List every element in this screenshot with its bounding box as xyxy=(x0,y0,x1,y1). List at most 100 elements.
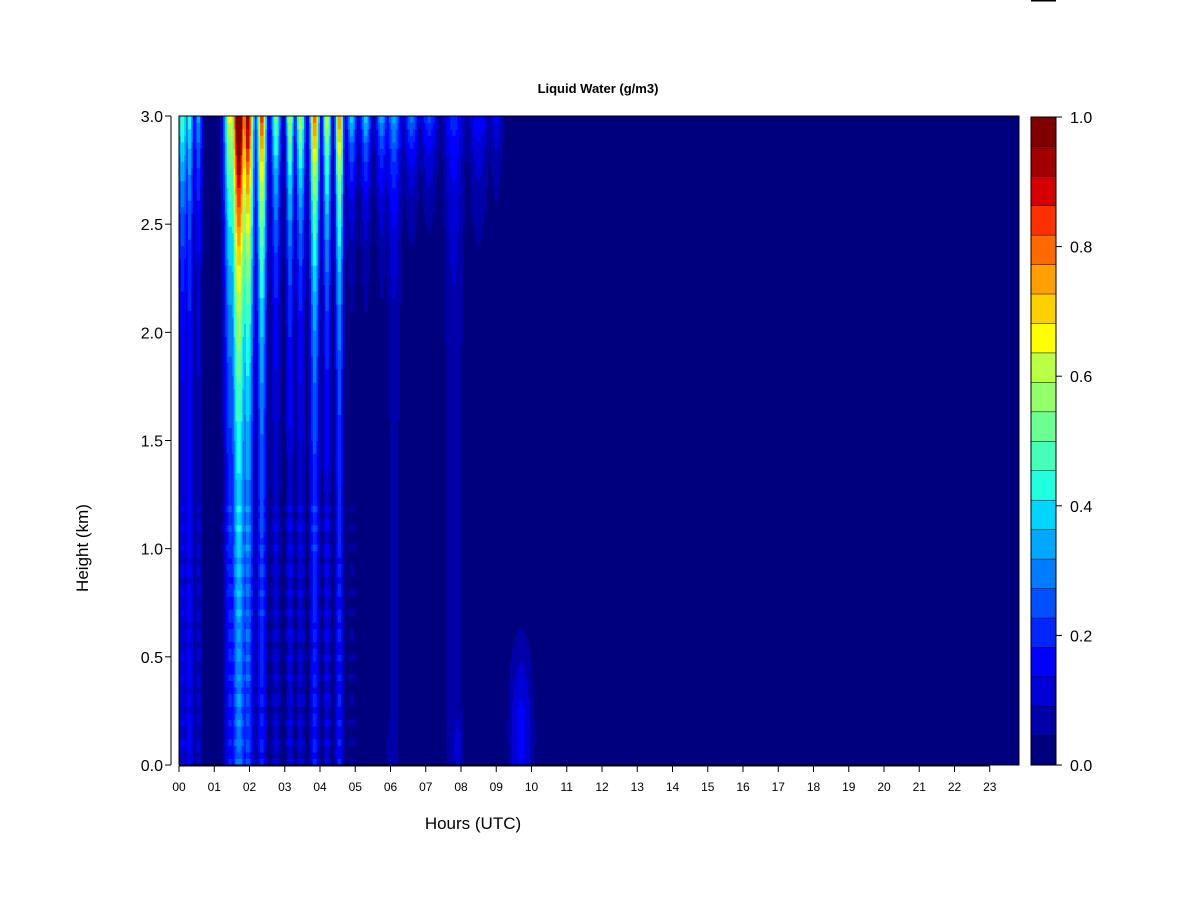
heatmap-cell xyxy=(245,596,249,604)
heatmap-cell xyxy=(247,615,250,623)
heatmap-cell xyxy=(226,583,229,591)
heatmap-cell xyxy=(270,745,273,753)
heatmap-cell xyxy=(281,148,284,156)
heatmap-cell xyxy=(186,654,189,662)
heatmap-cell xyxy=(274,388,277,396)
heatmap-cell xyxy=(275,589,279,597)
heatmap-cell xyxy=(249,122,252,130)
heatmap-cell xyxy=(189,265,192,273)
heatmap-cell xyxy=(226,174,229,182)
heatmap-cell xyxy=(251,531,254,539)
heatmap-cell xyxy=(223,602,226,610)
heatmap-cell xyxy=(238,421,242,428)
heatmap-cell xyxy=(261,434,264,441)
heatmap-cell xyxy=(270,206,273,214)
heatmap-cell xyxy=(230,550,233,558)
heatmap-cell xyxy=(189,187,192,195)
heatmap-cell xyxy=(235,304,238,312)
heatmap-cell xyxy=(226,271,229,279)
heatmap-cell xyxy=(228,693,231,701)
heatmap-cell xyxy=(263,154,266,162)
heatmap-cell xyxy=(230,401,233,409)
heatmap-cell xyxy=(223,408,226,415)
heatmap-cell xyxy=(187,421,190,428)
heatmap-cell xyxy=(191,641,194,649)
heatmap-cell xyxy=(235,193,238,201)
heatmap-cell xyxy=(279,317,282,325)
heatmap-cell xyxy=(272,193,275,201)
heatmap-cell xyxy=(226,440,229,448)
heatmap-cell xyxy=(272,479,275,487)
heatmap-cell xyxy=(265,446,268,454)
heatmap-cell xyxy=(254,304,257,312)
heatmap-cell xyxy=(198,583,201,591)
heatmap-cell xyxy=(191,122,194,130)
heatmap-cell xyxy=(267,226,270,234)
heatmap-cell xyxy=(254,356,257,364)
heatmap-cell xyxy=(245,531,249,539)
heatmap-cell xyxy=(260,583,263,591)
heatmap-cell xyxy=(245,518,249,526)
heatmap-cell xyxy=(242,570,245,578)
heatmap-cell xyxy=(191,284,194,292)
heatmap-cell xyxy=(180,421,183,428)
heatmap-cell xyxy=(230,648,233,656)
heatmap-cell xyxy=(245,232,249,240)
heatmap-cell xyxy=(194,206,198,214)
heatmap-cell xyxy=(249,557,252,565)
heatmap-cell xyxy=(270,116,273,123)
heatmap-cell xyxy=(235,388,238,396)
heatmap-cell xyxy=(244,635,247,643)
heatmap-cell xyxy=(274,148,277,156)
heatmap-cell xyxy=(258,187,261,195)
heatmap-cell xyxy=(238,726,242,733)
heatmap-cell xyxy=(270,518,273,526)
heatmap-cell xyxy=(180,122,183,130)
heatmap-cell xyxy=(261,479,264,487)
heatmap-cell xyxy=(235,472,238,480)
heatmap-cell xyxy=(223,239,226,247)
heatmap-cell xyxy=(233,687,236,695)
heatmap-cell xyxy=(284,739,287,746)
heatmap-cell xyxy=(228,434,231,441)
heatmap-cell xyxy=(224,654,227,662)
heatmap-cell xyxy=(256,343,259,351)
heatmap-cell xyxy=(263,180,266,188)
heatmap-cell xyxy=(249,550,252,558)
heatmap-cell xyxy=(245,271,249,279)
heatmap-cell xyxy=(226,310,229,318)
heatmap-cell xyxy=(180,193,183,201)
heatmap-cell xyxy=(233,550,236,558)
heatmap-cell xyxy=(275,453,279,461)
heatmap-cell xyxy=(261,427,264,435)
heatmap-cell xyxy=(238,570,242,578)
heatmap-cell xyxy=(191,622,194,630)
heatmap-cell xyxy=(223,589,226,597)
heatmap-cell xyxy=(226,739,229,746)
heatmap-cell xyxy=(200,466,203,474)
heatmap-cell xyxy=(226,154,229,162)
heatmap-cell xyxy=(272,187,275,195)
heatmap-cell xyxy=(263,395,266,402)
heatmap-cell xyxy=(200,180,203,188)
heatmap-cell xyxy=(198,310,201,318)
heatmap-cell xyxy=(251,505,254,513)
heatmap-cell xyxy=(200,505,203,513)
heatmap-cell xyxy=(275,167,279,175)
heatmap-cell xyxy=(224,726,227,733)
heatmap-cell xyxy=(261,492,264,500)
heatmap-cell xyxy=(194,615,198,623)
heatmap-cell xyxy=(184,128,187,136)
heatmap-cell xyxy=(182,563,185,571)
heatmap-cell xyxy=(221,505,224,513)
heatmap-cell xyxy=(180,661,183,669)
heatmap-cell xyxy=(186,421,189,428)
heatmap-cell xyxy=(263,226,266,234)
heatmap-cell xyxy=(237,609,240,617)
heatmap-cell xyxy=(184,453,187,461)
heatmap-cell xyxy=(284,219,287,227)
heatmap-cell xyxy=(247,674,250,682)
heatmap-cell xyxy=(238,550,242,558)
heatmap-cell xyxy=(193,232,196,240)
heatmap-cell xyxy=(182,245,185,253)
